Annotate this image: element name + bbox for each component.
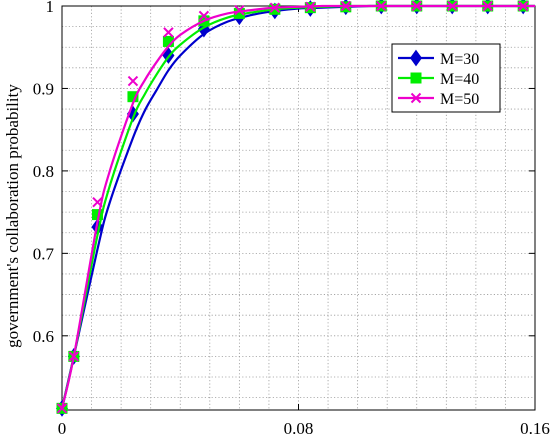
data-point — [56, 403, 68, 414]
data-point — [482, 0, 493, 12]
data-point — [411, 0, 422, 12]
legend: M=30 M=40 M=50 — [391, 43, 501, 113]
y-tick-label: 0.9 — [33, 79, 54, 98]
data-point — [340, 0, 352, 12]
data-point — [198, 10, 210, 22]
data-point — [234, 4, 245, 16]
legend-marker — [409, 49, 423, 67]
y-tick-label: 0.6 — [33, 327, 54, 346]
data-point — [68, 351, 80, 362]
legend-entry: M=30 — [398, 49, 479, 68]
data-point — [376, 0, 387, 12]
data-point — [92, 197, 103, 208]
y-tick-label: 1 — [46, 0, 55, 16]
legend-marker — [410, 72, 422, 84]
y-tick-label: 0.8 — [33, 162, 54, 181]
legend-box — [391, 43, 501, 113]
legend-entry: M=50 — [398, 91, 479, 108]
data-point — [127, 75, 139, 87]
legend-entry: M=40 — [398, 71, 479, 88]
series-group — [55, 0, 535, 417]
data-point — [447, 0, 458, 12]
x-tick-label: 0.16 — [520, 419, 550, 438]
data-point — [233, 7, 245, 19]
data-point — [517, 0, 529, 12]
axes: 0 0.08 0.16 0.6 0.7 0.8 0.9 1 — [33, 0, 550, 438]
x-tick-label: 0 — [58, 419, 67, 438]
series-line — [60, 4, 535, 409]
series-m-50 — [56, 0, 535, 414]
data-point — [269, 2, 281, 13]
data-point — [163, 27, 174, 38]
y-tick-label: 0.7 — [33, 244, 55, 263]
data-point — [305, 1, 316, 13]
legend-label: M=40 — [440, 71, 479, 88]
data-point — [269, 3, 281, 15]
x-tick-label: 0.08 — [284, 419, 314, 438]
legend-marker — [410, 92, 422, 104]
legend-label: M=50 — [440, 91, 479, 108]
y-axis-label: government's collaboration probability — [3, 84, 22, 348]
legend-label: M=30 — [440, 51, 479, 68]
